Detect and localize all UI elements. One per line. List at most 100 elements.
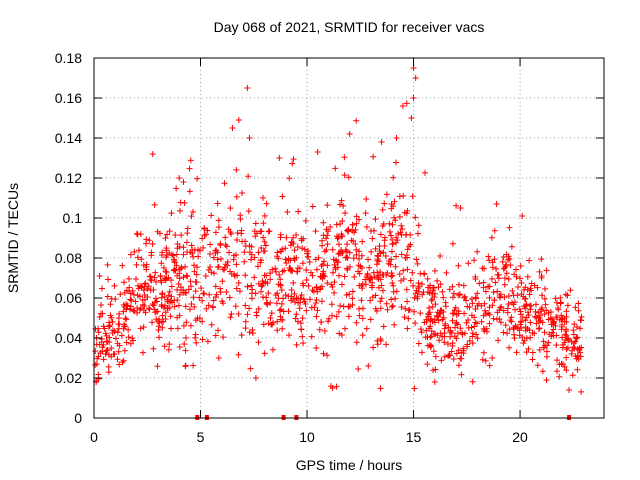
data-point — [146, 237, 153, 244]
data-point — [526, 291, 533, 298]
data-point — [134, 231, 141, 238]
data-point — [545, 339, 552, 346]
data-point — [458, 371, 465, 378]
data-point — [414, 260, 421, 267]
data-point — [130, 307, 137, 314]
data-point — [187, 278, 194, 285]
data-point — [120, 357, 127, 364]
data-point — [506, 326, 513, 333]
data-point — [554, 357, 561, 364]
data-point — [469, 330, 476, 337]
data-point — [341, 172, 348, 179]
data-point — [325, 315, 332, 322]
data-point — [226, 294, 233, 301]
data-point — [403, 231, 410, 238]
data-point — [165, 292, 172, 299]
data-point — [424, 288, 431, 295]
data-point — [409, 193, 416, 200]
data-point — [277, 313, 284, 320]
data-point — [359, 238, 366, 245]
data-point — [336, 272, 343, 279]
data-point — [460, 347, 467, 354]
data-point — [485, 253, 492, 260]
data-point — [466, 304, 473, 311]
data-point — [402, 305, 409, 312]
data-point — [261, 212, 268, 219]
data-point — [95, 329, 102, 336]
data-point — [329, 312, 336, 319]
data-point — [388, 248, 395, 255]
data-point — [468, 324, 475, 331]
data-point — [528, 287, 535, 294]
data-point — [421, 319, 428, 326]
data-point — [314, 288, 321, 295]
data-point — [282, 292, 289, 299]
data-point — [381, 237, 388, 244]
data-point — [192, 288, 199, 295]
data-point — [443, 269, 450, 276]
data-point — [122, 315, 129, 322]
data-point — [338, 281, 345, 288]
data-point — [336, 330, 343, 337]
data-point — [389, 221, 396, 228]
data-point — [366, 264, 373, 271]
data-point — [462, 330, 469, 337]
data-point — [180, 274, 187, 281]
data-point — [356, 248, 363, 255]
data-point — [141, 296, 148, 303]
data-point — [364, 270, 371, 277]
data-point — [343, 265, 350, 272]
data-point — [377, 305, 384, 312]
data-point — [217, 242, 224, 249]
data-point — [373, 308, 380, 315]
data-point — [406, 306, 413, 313]
data-point — [404, 298, 411, 305]
data-point — [260, 234, 267, 241]
data-point — [294, 243, 301, 250]
plot-frame — [93, 57, 605, 419]
data-point — [296, 305, 303, 312]
data-point — [130, 291, 137, 298]
data-point — [324, 202, 331, 209]
data-point — [538, 256, 545, 263]
data-point — [288, 293, 295, 300]
data-point — [129, 287, 136, 294]
data-point — [438, 357, 445, 364]
data-point — [543, 267, 550, 274]
data-point — [290, 234, 297, 241]
data-point — [108, 314, 115, 321]
data-point — [358, 297, 365, 304]
data-point — [506, 255, 513, 262]
data-point — [123, 300, 130, 307]
data-point — [493, 265, 500, 272]
data-point — [182, 303, 189, 310]
data-point — [412, 320, 419, 327]
data-point — [320, 268, 327, 275]
data-point — [399, 225, 406, 232]
y-tick-label: 0 — [74, 410, 82, 426]
data-point — [208, 269, 215, 276]
data-point — [324, 279, 331, 286]
data-point — [213, 247, 220, 254]
data-point — [441, 353, 448, 360]
data-point — [538, 274, 545, 281]
data-point — [107, 301, 114, 308]
data-point — [393, 288, 400, 295]
data-point — [99, 310, 106, 317]
data-point — [507, 317, 514, 324]
data-point — [429, 303, 436, 310]
data-point — [474, 290, 481, 297]
data-point — [162, 309, 169, 316]
data-point — [191, 304, 198, 311]
data-point — [123, 306, 130, 313]
data-point — [114, 340, 121, 347]
data-point — [377, 231, 384, 238]
data-point — [282, 256, 289, 263]
data-point — [485, 310, 492, 317]
data-point — [299, 333, 306, 340]
data-point — [382, 253, 389, 260]
data-point — [321, 248, 328, 255]
data-point — [368, 248, 375, 255]
data-point — [235, 310, 242, 317]
